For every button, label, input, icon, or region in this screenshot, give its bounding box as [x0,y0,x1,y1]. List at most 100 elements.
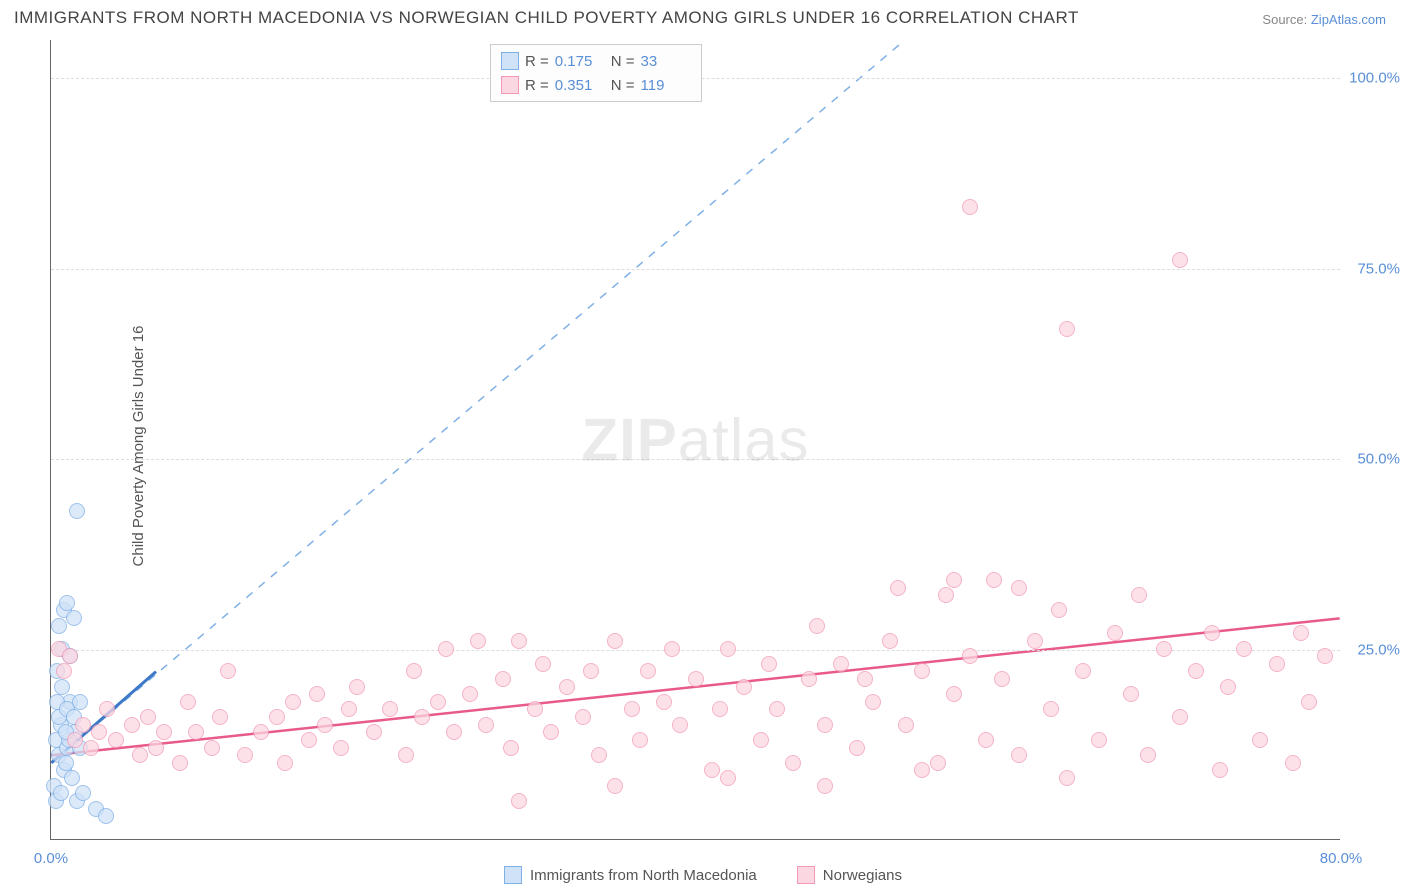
data-point [72,694,88,710]
n-label: N = [611,53,635,70]
data-point [688,671,704,687]
y-tick-label: 50.0% [1357,451,1400,468]
series-2-n: 119 [641,77,691,94]
data-point [180,694,196,710]
legend-label-1: Immigrants from North Macedonia [530,867,757,884]
data-point [341,701,357,717]
data-point [495,671,511,687]
data-point [1107,625,1123,641]
data-point [1091,732,1107,748]
data-point [269,709,285,725]
data-point [438,641,454,657]
data-point [1131,587,1147,603]
y-tick-label: 75.0% [1357,260,1400,277]
data-point [333,740,349,756]
data-point [817,778,833,794]
stats-row-series-1: R = 0.175 N = 33 [501,49,691,73]
data-point [204,740,220,756]
data-point [535,656,551,672]
data-point [1220,679,1236,695]
data-point [75,717,91,733]
data-point [1301,694,1317,710]
data-point [172,755,188,771]
data-point [607,778,623,794]
data-point [761,656,777,672]
r-label: R = [525,53,549,70]
data-point [1269,656,1285,672]
data-point [833,656,849,672]
data-point [59,595,75,611]
data-point [1172,252,1188,268]
source-link[interactable]: ZipAtlas.com [1311,12,1386,27]
data-point [64,770,80,786]
data-point [986,572,1002,588]
data-point [890,580,906,596]
x-tick-label: 0.0% [34,850,68,867]
y-tick-label: 25.0% [1357,641,1400,658]
data-point [1059,770,1075,786]
data-point [938,587,954,603]
data-point [91,724,107,740]
data-point [857,671,873,687]
data-point [632,732,648,748]
data-point [66,610,82,626]
data-point [462,686,478,702]
series-1-n: 33 [641,53,691,70]
series-2-swatch [501,76,519,94]
data-point [624,701,640,717]
data-point [132,747,148,763]
data-point [511,633,527,649]
data-point [1172,709,1188,725]
data-point [882,633,898,649]
data-point [54,679,70,695]
data-point [753,732,769,748]
series-1-swatch [501,52,519,70]
data-point [1188,663,1204,679]
correlation-stats-box: R = 0.175 N = 33 R = 0.351 N = 119 [490,44,702,102]
data-point [62,648,78,664]
x-tick-label: 80.0% [1320,850,1363,867]
data-point [672,717,688,733]
data-point [543,724,559,740]
data-point [1011,747,1027,763]
data-point [124,717,140,733]
data-point [511,793,527,809]
data-point [946,686,962,702]
data-point [430,694,446,710]
data-point [51,618,67,634]
data-point [1011,580,1027,596]
data-point [656,694,672,710]
data-point [1204,625,1220,641]
data-point [1027,633,1043,649]
data-point [1285,755,1301,771]
gridline [51,650,1340,651]
data-point [704,762,720,778]
data-point [898,717,914,733]
data-point [188,724,204,740]
data-point [591,747,607,763]
data-point [349,679,365,695]
data-point [237,747,253,763]
data-point [575,709,591,725]
data-point [69,503,85,519]
data-point [148,740,164,756]
data-point [914,762,930,778]
data-point [98,808,114,824]
data-point [640,663,656,679]
data-point [1293,625,1309,641]
data-point [156,724,172,740]
data-point [1317,648,1333,664]
legend-label-2: Norwegians [823,867,902,884]
stats-row-series-2: R = 0.351 N = 119 [501,73,691,97]
r-label: R = [525,77,549,94]
data-point [720,641,736,657]
data-point [99,701,115,717]
legend-swatch-1 [504,866,522,884]
legend: Immigrants from North Macedonia Norwegia… [504,866,902,884]
n-label: N = [611,77,635,94]
data-point [664,641,680,657]
data-point [478,717,494,733]
data-point [56,663,72,679]
data-point [712,701,728,717]
data-point [809,618,825,634]
